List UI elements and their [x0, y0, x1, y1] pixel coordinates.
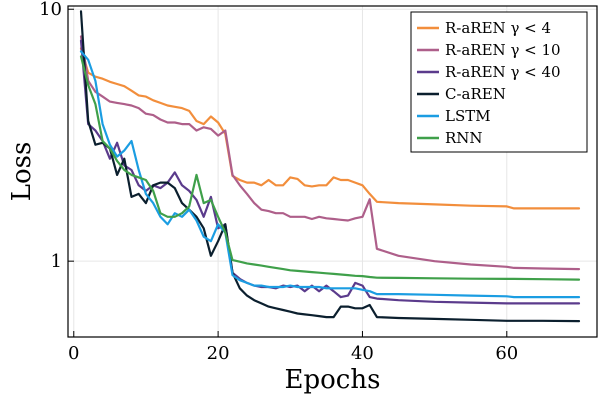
- y-axis-title: Loss: [7, 142, 37, 202]
- series-line-6: [79, 55, 581, 281]
- legend-label: LSTM: [445, 107, 491, 125]
- x-axis-title: Epochs: [285, 365, 381, 395]
- series-layer: [79, 10, 581, 323]
- legend-label: R-aREN γ < 10: [445, 41, 561, 59]
- legend: R-aREN γ < 4 R-aREN γ < 10 R-aREN γ < 40 C-…: [410, 11, 588, 153]
- legend-label: R-aREN γ < 4: [445, 19, 551, 37]
- y-tick-label: 10: [39, 0, 62, 20]
- y-tick-label: 1: [51, 251, 62, 272]
- legend-box: [410, 11, 588, 153]
- x-tick-label: 20: [207, 343, 230, 364]
- y-tick-labels: 1 10: [39, 0, 62, 272]
- series-line-1: [79, 47, 581, 210]
- x-tick-label: 0: [68, 343, 79, 364]
- x-tick-label: 40: [351, 343, 374, 364]
- series-line-5: [79, 50, 581, 299]
- legend-label: R-aREN γ < 40: [445, 63, 561, 81]
- x-tick-labels: 0 20 40 60: [68, 343, 518, 364]
- series-line-4: [79, 10, 581, 323]
- legend-label: RNN: [445, 129, 483, 147]
- x-tick-label: 60: [495, 343, 518, 364]
- series-line-2: [79, 35, 581, 271]
- ticks: [68, 8, 508, 337]
- legend-label: C-aREN: [445, 85, 506, 103]
- plot-frame: [67, 5, 598, 338]
